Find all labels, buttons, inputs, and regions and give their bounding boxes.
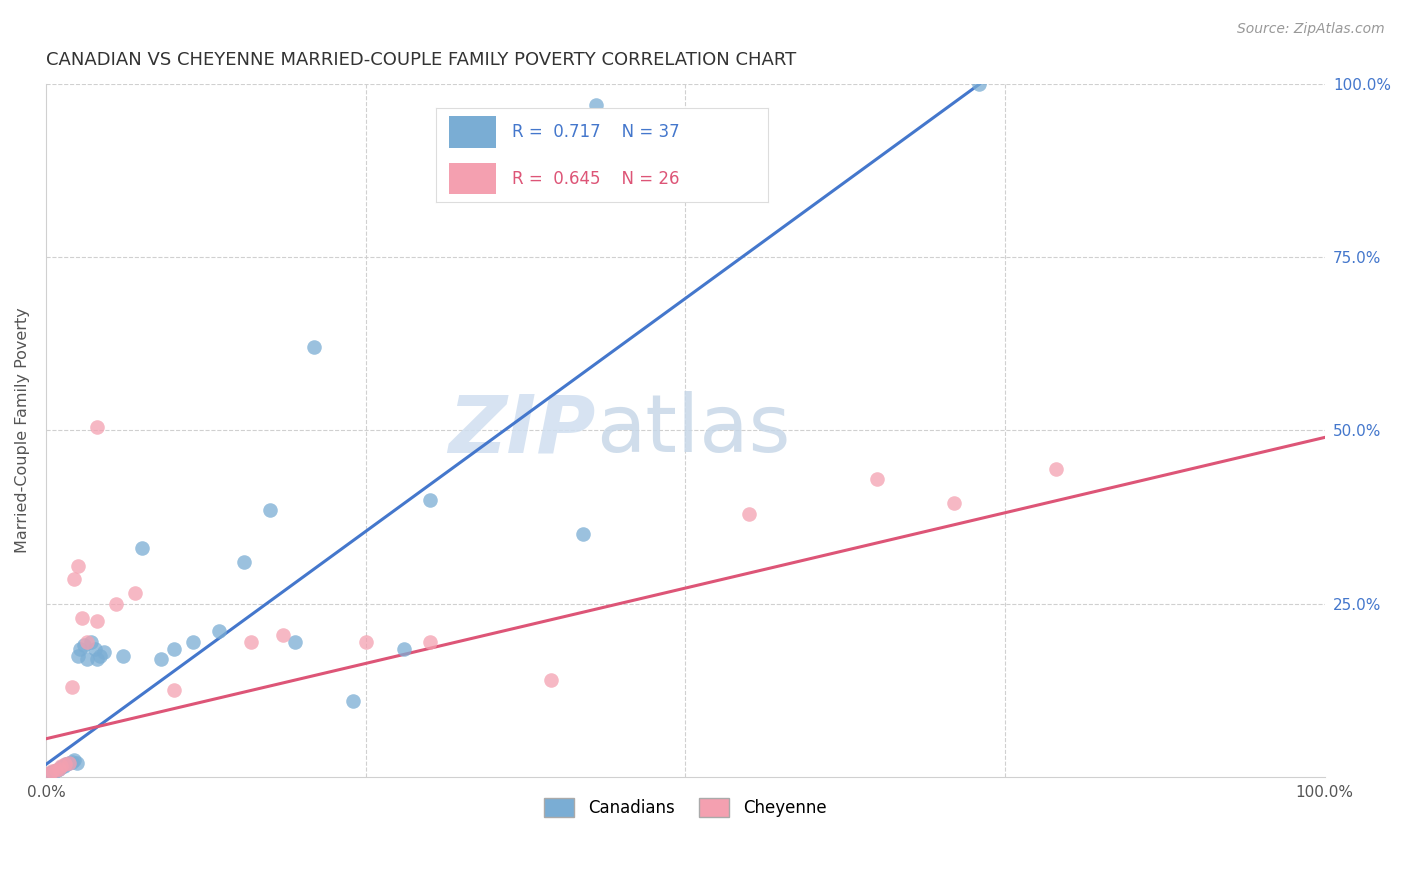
Point [163, 641, 186, 656]
Point [63, 573, 86, 587]
Point [66, 558, 89, 573]
Text: ZIP: ZIP [449, 392, 596, 469]
Point [866, 472, 889, 486]
Point [585, 98, 607, 112]
Point [1045, 461, 1067, 475]
Point [124, 586, 146, 600]
Point [86, 420, 108, 434]
Point [163, 683, 186, 698]
Point [48, 762, 70, 776]
Point [70, 610, 93, 624]
Point [80, 634, 103, 648]
Point [58, 756, 80, 770]
Point [45, 763, 67, 777]
Point [86, 652, 108, 666]
Text: Source: ZipAtlas.com: Source: ZipAtlas.com [1237, 22, 1385, 37]
Point [284, 634, 307, 648]
Point [93, 645, 115, 659]
Point [207, 624, 229, 639]
Point [239, 634, 262, 648]
Point [69, 641, 91, 656]
Point [38, 766, 60, 780]
Point [60, 680, 83, 694]
Point [63, 753, 86, 767]
Point [60, 755, 83, 769]
Point [38, 766, 60, 780]
Point [83, 641, 105, 656]
Point [150, 652, 173, 666]
Point [89, 648, 111, 663]
Point [41, 764, 63, 779]
Point [392, 641, 415, 656]
Point [233, 555, 256, 569]
Point [181, 634, 204, 648]
Point [46, 763, 69, 777]
Point [419, 634, 441, 648]
Point [51, 760, 73, 774]
Text: CANADIAN VS CHEYENNE MARRIED-COUPLE FAMILY POVERTY CORRELATION CHART: CANADIAN VS CHEYENNE MARRIED-COUPLE FAMI… [46, 51, 796, 69]
Point [259, 503, 281, 517]
Point [66, 648, 89, 663]
Point [51, 759, 73, 773]
Point [86, 614, 108, 628]
Legend: Canadians, Cheyenne: Canadians, Cheyenne [537, 791, 832, 824]
Point [73, 638, 96, 652]
Point [969, 77, 991, 91]
Point [572, 527, 595, 541]
Point [131, 541, 153, 556]
Point [44, 764, 66, 778]
Point [419, 492, 441, 507]
Point [41, 764, 63, 779]
Point [53, 757, 76, 772]
Y-axis label: Married-Couple Family Poverty: Married-Couple Family Poverty [15, 308, 30, 553]
Point [58, 756, 80, 770]
Text: atlas: atlas [596, 392, 790, 469]
Point [540, 673, 562, 687]
Point [271, 628, 294, 642]
Point [342, 693, 364, 707]
Point [354, 634, 377, 648]
Point [76, 634, 98, 648]
Point [66, 756, 89, 770]
Point [738, 507, 761, 521]
Point [105, 597, 128, 611]
Point [76, 652, 98, 666]
Point [55, 757, 77, 772]
Point [111, 648, 134, 663]
Point [52, 759, 75, 773]
Point [942, 496, 965, 510]
Point [48, 762, 70, 776]
Point [304, 340, 326, 354]
